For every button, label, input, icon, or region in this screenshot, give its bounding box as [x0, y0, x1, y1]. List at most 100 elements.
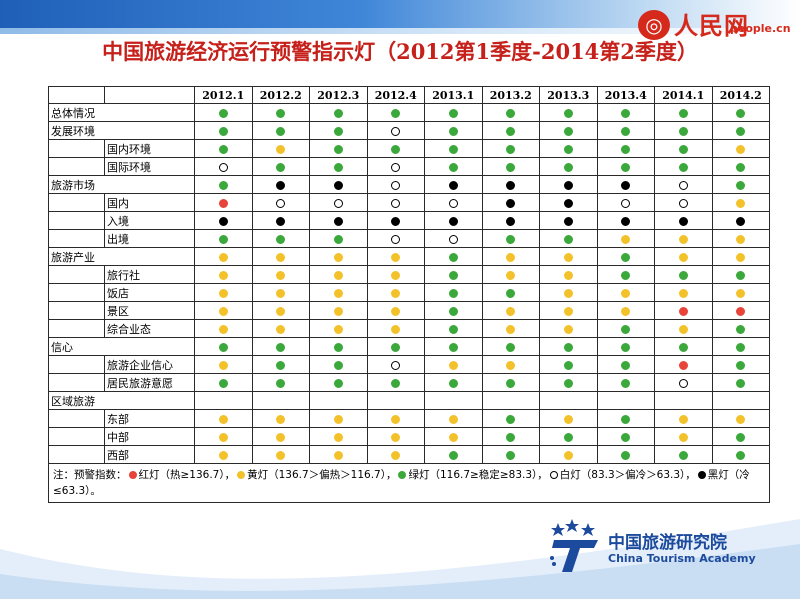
light-cell [309, 319, 368, 338]
yellow-light-icon [333, 270, 343, 280]
yellow-light-icon [391, 414, 401, 424]
yellow-light-icon [218, 360, 228, 370]
yellow-light-icon [333, 432, 343, 442]
column-header-2013-4: 2013.4 [596, 86, 655, 104]
black-light-icon [678, 216, 688, 226]
column-header-2014-1: 2014.1 [654, 86, 713, 104]
header-blank [104, 86, 195, 104]
red-light-icon [678, 306, 688, 316]
yellow-light-icon [333, 252, 343, 262]
yellow-light-icon [736, 198, 746, 208]
green-light-icon [736, 324, 746, 334]
light-cell [194, 265, 253, 284]
green-light-icon [276, 234, 286, 244]
light-cell [366, 319, 425, 338]
yellow-light-icon [563, 270, 573, 280]
light-cell [654, 157, 713, 176]
green-light-icon [506, 378, 516, 388]
white-light-icon [678, 180, 688, 190]
table-row: 中部 [48, 427, 770, 446]
black-light-legend-icon [697, 471, 706, 479]
people-logo-text: 人民网 [674, 11, 749, 40]
light-cell [711, 445, 770, 464]
light-cell [654, 283, 713, 302]
yellow-light-icon [333, 306, 343, 316]
light-cell [424, 193, 483, 212]
subcategory-label: 旅游企业信心 [104, 355, 195, 374]
green-light-icon [563, 108, 573, 118]
yellow-light-icon [391, 450, 401, 460]
light-cell [251, 157, 310, 176]
green-light-icon [448, 108, 458, 118]
light-cell [309, 409, 368, 428]
light-cell [654, 211, 713, 230]
column-header-2014-2: 2014.2 [711, 86, 770, 104]
column-header-2012-4: 2012.4 [366, 86, 425, 104]
table-row: 居民旅游意愿 [48, 373, 770, 392]
light-cell [596, 373, 655, 392]
light-cell [539, 247, 598, 266]
light-cell [424, 445, 483, 464]
light-cell [654, 337, 713, 356]
people-cn-logo: ◎ 人民网 people.cn [638, 6, 791, 44]
indent-cell [48, 445, 105, 464]
light-cell [539, 193, 598, 212]
light-cell [596, 211, 655, 230]
light-cell [481, 427, 540, 446]
light-cell [654, 355, 713, 374]
light-cell [596, 391, 655, 410]
light-cell [309, 139, 368, 158]
subcategory-label: 国内环境 [104, 139, 195, 158]
green-light-icon [736, 378, 746, 388]
light-cell [711, 139, 770, 158]
bottom-wave-decoration [0, 519, 800, 599]
light-cell [596, 445, 655, 464]
yellow-light-icon [736, 288, 746, 298]
indent-cell [48, 301, 105, 320]
light-cell [366, 157, 425, 176]
category-label: 信心 [48, 337, 195, 356]
light-cell [481, 445, 540, 464]
yellow-light-icon [563, 288, 573, 298]
light-cell [366, 337, 425, 356]
green-light-icon [621, 126, 631, 136]
light-cell [539, 319, 598, 338]
green-light-icon [391, 378, 401, 388]
yellow-light-legend-icon [237, 471, 246, 479]
light-cell [309, 193, 368, 212]
yellow-light-icon [506, 270, 516, 280]
yellow-light-icon [678, 252, 688, 262]
light-cell [251, 409, 310, 428]
light-cell [251, 265, 310, 284]
green-light-icon [621, 450, 631, 460]
light-cell [654, 391, 713, 410]
black-light-icon [391, 216, 401, 226]
academy-name-cn: 中国旅游研究院 [608, 533, 727, 553]
yellow-light-icon [563, 324, 573, 334]
green-light-icon [736, 450, 746, 460]
white-light-icon [218, 162, 228, 172]
green-light-icon [563, 432, 573, 442]
light-cell [366, 193, 425, 212]
yellow-light-icon [276, 306, 286, 316]
legend-text-black: 黑灯（冷≤63.3）。 [53, 469, 750, 497]
black-light-icon [218, 216, 228, 226]
light-cell [711, 283, 770, 302]
yellow-light-icon [218, 414, 228, 424]
light-cell [424, 157, 483, 176]
light-cell [539, 391, 598, 410]
subcategory-label: 景区 [104, 301, 195, 320]
green-light-icon [448, 252, 458, 262]
green-light-icon [621, 324, 631, 334]
indent-cell [48, 355, 105, 374]
white-light-icon [391, 198, 401, 208]
light-cell [481, 229, 540, 248]
indent-cell [48, 211, 105, 230]
light-cell [481, 355, 540, 374]
light-cell [654, 427, 713, 446]
light-cell [194, 175, 253, 194]
light-cell [309, 301, 368, 320]
green-light-icon [333, 162, 343, 172]
yellow-light-icon [391, 252, 401, 262]
yellow-light-icon [333, 450, 343, 460]
